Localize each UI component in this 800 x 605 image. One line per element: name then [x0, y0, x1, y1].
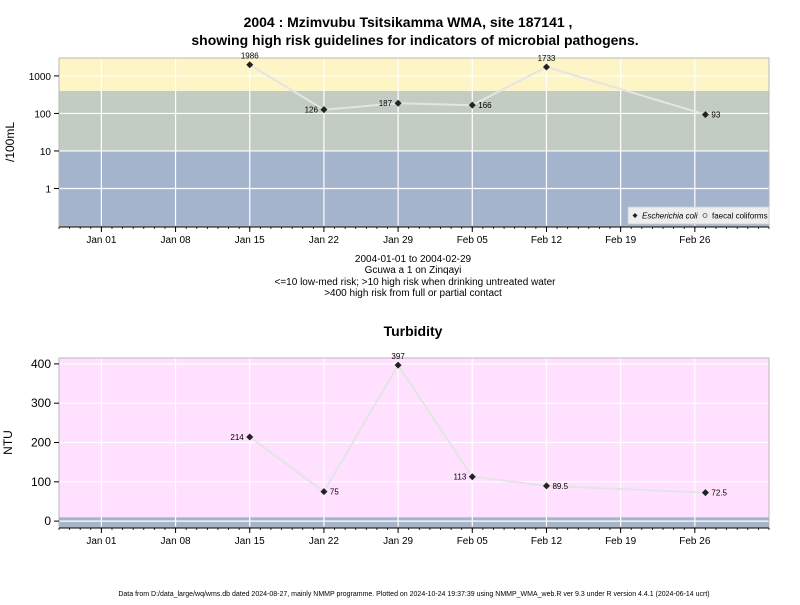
data-point: [320, 488, 328, 496]
x-tick-label: Feb 12: [531, 536, 563, 547]
turbidity-panel: 0 100 200 300 400 Jan 01 Jan 08 Jan 15 Jan 22 Jan…: [1, 352, 770, 547]
data-point: [468, 101, 476, 109]
x-tick-label: Jan 29: [383, 536, 413, 547]
y-tick-label: 300: [31, 396, 51, 410]
x-tick-label: Feb 05: [457, 235, 489, 246]
y-tick-label: 200: [31, 436, 51, 450]
data-label: 113: [454, 473, 467, 482]
x-tick-label: Jan 29: [383, 235, 413, 246]
y-tick-label: 100: [31, 475, 51, 489]
data-label: 93: [711, 111, 720, 120]
caption-site-name: Gcuwa a 1 on Zinqayi: [365, 265, 462, 276]
data-label: 1733: [538, 54, 556, 63]
data-point: [701, 489, 709, 497]
data-point: [542, 63, 550, 71]
data-label: 72.5: [711, 489, 727, 498]
caption-risk-drinking: <=10 low-med risk; >10 high risk when dr…: [275, 277, 557, 288]
y-tick-label: 1: [45, 184, 51, 195]
y-tick-label: 10: [40, 147, 52, 158]
y-axis-title: NTU: [1, 430, 15, 455]
x-tick-label: Jan 08: [161, 536, 191, 547]
data-point: [542, 482, 550, 490]
x-tick-label: Jan 15: [235, 536, 265, 547]
data-point: [320, 106, 328, 114]
data-label: 214: [230, 433, 244, 442]
risk-band-1: [59, 517, 769, 527]
footer-note: Data from D:/data_large/wq/wms.db dated …: [118, 591, 709, 598]
y-tick-label: 400: [31, 357, 51, 371]
x-tick-label: Feb 19: [605, 235, 637, 246]
main-title-line-2: showing high risk guidelines for indicat…: [191, 32, 638, 48]
data-point: [468, 473, 476, 481]
legend-marker-circle: [702, 213, 708, 218]
data-label: 126: [305, 106, 319, 115]
data-label: 1986: [241, 52, 259, 61]
data-label: 89.5: [552, 482, 568, 491]
series-line: [249, 363, 706, 494]
plot-frame: [58, 57, 770, 227]
x-tick-label: Jan 22: [309, 536, 339, 547]
x-tick-label: Feb 05: [457, 536, 489, 547]
x-tick-label: Feb 12: [531, 235, 563, 246]
legend-marker-diamond: [632, 213, 638, 218]
x-tick-label: Feb 19: [605, 536, 637, 547]
turbidity-title: Turbidity: [384, 323, 443, 339]
y-tick-label: 1000: [29, 72, 52, 83]
main-title-line-1: 2004 : Mzimvubu Tsitsikamma WMA, site 18…: [244, 14, 573, 30]
ecoli-panel: 1 10 100 1000 Jan 01 Jan 08 Jan 15 Jan 22 Jan 29…: [3, 52, 770, 246]
data-point: [246, 61, 254, 69]
data-label: 397: [391, 352, 405, 361]
data-point: [394, 361, 402, 369]
caption-date-range: 2004-01-01 to 2004-02-29: [355, 254, 472, 265]
data-point: [701, 111, 709, 119]
data-point: [246, 433, 254, 441]
data-label: 75: [330, 488, 339, 497]
y-tick-label: 100: [34, 109, 51, 120]
risk-band-3: [59, 58, 769, 91]
x-tick-label: Jan 01: [86, 536, 116, 547]
legend-box: [627, 206, 770, 225]
y-tick-label: 0: [44, 514, 51, 528]
risk-band-2: [59, 90, 769, 151]
x-tick-label: Feb 26: [679, 235, 711, 246]
x-tick-label: Jan 15: [235, 235, 265, 246]
data-point: [394, 99, 402, 107]
data-label: 187: [379, 99, 393, 108]
x-tick-label: Feb 26: [679, 536, 711, 547]
risk-band-2: [59, 358, 769, 518]
x-tick-label: Jan 22: [309, 235, 339, 246]
x-tick-label: Jan 01: [86, 235, 116, 246]
caption-risk-contact: >400 high risk from full or partial cont…: [324, 288, 502, 299]
x-tick-label: Jan 08: [161, 235, 191, 246]
legend-label: Escherichia coli: [642, 212, 698, 221]
legend-label: faecal coliforms: [712, 212, 768, 221]
series-line: [249, 63, 706, 116]
data-label: 166: [478, 101, 492, 110]
y-axis-title: /100mL: [3, 122, 17, 162]
